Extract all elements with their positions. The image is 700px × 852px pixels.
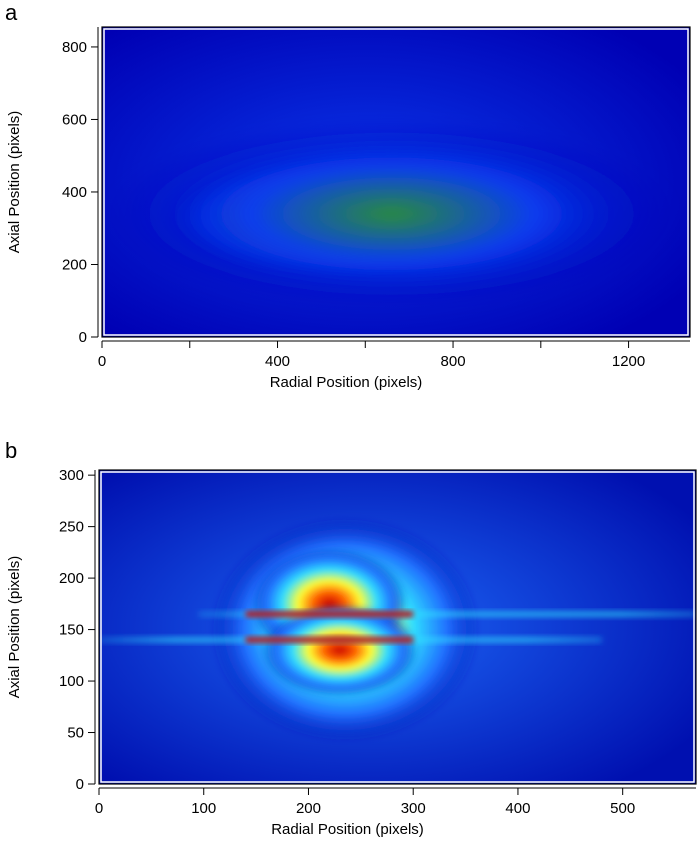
y-tick-label: 800 — [62, 39, 87, 56]
y-tick-label: 0 — [79, 329, 87, 346]
y-tick-label: 400 — [62, 184, 87, 201]
x-tick-label: 800 — [441, 353, 466, 370]
panel-a-label: a — [5, 0, 18, 25]
y-tick-label: 150 — [59, 622, 84, 639]
y-tick-label: 200 — [59, 570, 84, 587]
panel-b-label: b — [5, 438, 18, 463]
intensity-lobe — [261, 603, 419, 697]
x-tick-label: 100 — [191, 800, 216, 817]
x-tick-label: 300 — [401, 800, 426, 817]
panel-a: a 0 400 800 1200 Radial Position (pixels) 0 20… — [0, 0, 700, 420]
x-tick-label: 400 — [505, 800, 530, 817]
y-tick-label: 0 — [76, 776, 84, 793]
x-tick-label: 400 — [265, 353, 290, 370]
fringe-band — [198, 611, 696, 618]
y-tick-label: 600 — [62, 111, 87, 128]
plot-inner-frame — [103, 28, 689, 336]
heatmap-image — [102, 27, 690, 337]
plot-frame — [98, 469, 697, 785]
x-tick-label: 0 — [95, 800, 103, 817]
y-axis-label: Axial Position (pixels) — [6, 111, 23, 254]
intensity-halo — [106, 119, 677, 308]
y-tick-label: 250 — [59, 519, 84, 536]
x-tick-label: 0 — [98, 353, 106, 370]
x-tick-label: 500 — [610, 800, 635, 817]
fringe-core — [245, 636, 414, 643]
x-tick-label: 1200 — [612, 353, 645, 370]
plot-frame — [101, 26, 691, 338]
heatmap-image — [99, 470, 696, 784]
chart-a: 0 400 800 1200 Radial Position (pixels) 0 200 4… — [6, 26, 691, 391]
x-axis-label: Radial Position (pixels) — [271, 821, 424, 838]
y-tick-label: 100 — [59, 673, 84, 690]
y-axis-label: Axial Position (pixels) — [6, 556, 23, 699]
fringe-core — [245, 611, 414, 618]
panel-b: b 0 100 200 300 400 500 Radial Position (pixel… — [0, 432, 700, 852]
x-axis-label: Radial Position (pixels) — [270, 374, 423, 391]
plot-inner-frame — [100, 471, 695, 783]
y-tick-label: 50 — [67, 725, 84, 742]
y-tick-label: 200 — [62, 256, 87, 273]
y-tick-label: 300 — [59, 467, 84, 484]
x-tick-label: 200 — [296, 800, 321, 817]
